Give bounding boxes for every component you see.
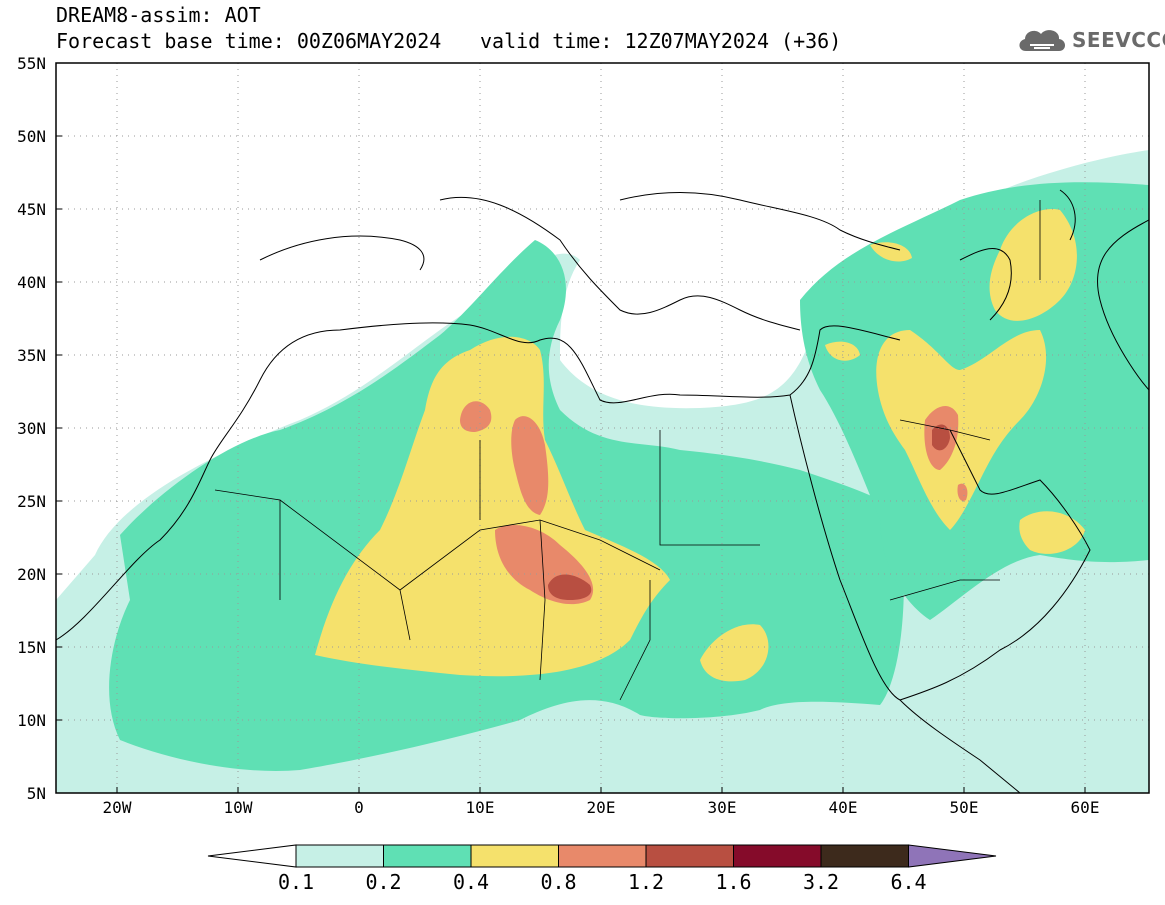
lon-label-60e: 60E — [1071, 798, 1100, 817]
colorbar-over-arrow — [908, 844, 997, 868]
lon-label-10w: 10W — [224, 798, 253, 817]
colorbar-bin-3 — [470, 844, 559, 868]
lat-label-15n: 15N — [17, 638, 46, 657]
country-borders — [214, 200, 1041, 701]
logo-text: SEEVCCC — [1072, 28, 1165, 52]
lon-label-20e: 20E — [587, 798, 616, 817]
lon-label-10e: 10E — [466, 798, 495, 817]
colorbar-label-0.4: 0.4 — [452, 870, 490, 894]
lat-label-30n: 30N — [17, 419, 46, 438]
axis-ticks — [56, 62, 1086, 794]
lat-label-5n: 5N — [27, 784, 46, 803]
forecast-base-time: Forecast base time: 00Z06MAY2024 — [56, 29, 442, 53]
colorbar-bin-6 — [733, 844, 822, 868]
colorbar-bin-7 — [820, 844, 909, 868]
colorbar-bin-1 — [295, 844, 384, 868]
colorbar-bin-4 — [558, 844, 647, 868]
colorbar-bin-2 — [383, 844, 472, 868]
colorbar — [207, 844, 997, 868]
colorbar-label-6.4: 6.4 — [890, 870, 927, 894]
lon-label-50e: 50E — [950, 798, 979, 817]
colorbar-label-3.2: 3.2 — [802, 870, 840, 894]
lat-label-50n: 50N — [17, 127, 46, 146]
lon-label-20w: 20W — [103, 798, 132, 817]
colorbar-label-0.8: 0.8 — [540, 870, 577, 894]
lat-label-35n: 35N — [17, 346, 46, 365]
seevccc-logo: SEEVCCC — [1016, 24, 1165, 56]
lat-label-25n: 25N — [17, 492, 46, 511]
colorbar-under-arrow — [207, 844, 297, 868]
colorbar-label-0.2: 0.2 — [365, 870, 402, 894]
lon-label-40e: 40E — [829, 798, 858, 817]
coastlines — [56, 189, 1149, 793]
lon-label-30e: 30E — [708, 798, 737, 817]
lat-label-45n: 45N — [17, 200, 46, 219]
lon-label-0: 0 — [354, 798, 364, 817]
cloud-icon — [1019, 30, 1065, 51]
map-title: DREAM8-assim: AOT — [56, 3, 261, 27]
lat-label-40n: 40N — [17, 273, 46, 292]
colorbar-label-1.2: 1.2 — [627, 870, 665, 894]
colorbar-label-1.6: 1.6 — [715, 870, 752, 894]
lat-label-55n: 55N — [17, 54, 46, 73]
lat-label-20n: 20N — [17, 565, 46, 584]
colorbar-bin-5 — [645, 844, 734, 868]
lat-label-10n: 10N — [17, 711, 46, 730]
aot-field — [56, 150, 1149, 793]
colorbar-label-0.1: 0.1 — [277, 870, 315, 894]
lat-lon-grid — [56, 63, 1149, 793]
valid-time: valid time: 12Z07MAY2024 (+36) — [480, 29, 842, 53]
